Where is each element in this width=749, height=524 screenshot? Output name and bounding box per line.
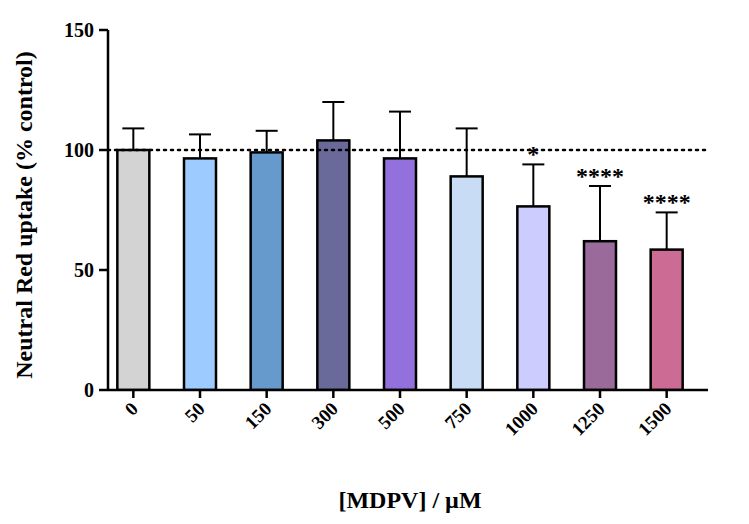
x-tick-label: 1250 — [567, 398, 609, 440]
error-stem — [266, 131, 268, 153]
error-stem — [132, 128, 134, 150]
x-tick — [199, 390, 202, 398]
x-tick-label: 750 — [440, 398, 475, 433]
error-stem — [399, 112, 401, 159]
y-axis — [107, 30, 110, 390]
x-axis-label: [MDPV] / µM — [338, 487, 481, 513]
x-tick-label: 150 — [240, 398, 275, 433]
bar — [117, 150, 149, 390]
y-tick — [99, 149, 108, 152]
error-stem — [532, 164, 534, 206]
bar — [651, 250, 683, 390]
error-bar — [189, 134, 211, 158]
error-bar — [522, 164, 544, 206]
error-bar — [589, 186, 611, 241]
bar — [317, 140, 349, 390]
x-tick-label: 500 — [374, 398, 409, 433]
error-stem — [666, 212, 668, 249]
significance-label: **** — [576, 163, 624, 189]
x-tick — [132, 390, 135, 398]
error-cap — [256, 130, 278, 132]
chart-container: 050100150050150300500750100012501500****… — [0, 0, 749, 524]
x-tick — [399, 390, 402, 398]
y-tick-label: 50 — [74, 259, 94, 281]
error-bar — [656, 212, 678, 249]
error-cap — [322, 101, 344, 103]
error-stem — [466, 128, 468, 176]
x-axis — [108, 389, 708, 392]
error-cap — [456, 127, 478, 129]
x-tick-label: 1000 — [500, 398, 542, 440]
x-tick-label: 0 — [121, 398, 143, 420]
y-tick — [99, 269, 108, 272]
x-tick — [332, 390, 335, 398]
y-tick-label: 0 — [84, 379, 94, 401]
error-bar — [322, 102, 344, 140]
error-bar — [456, 128, 478, 176]
y-tick — [99, 29, 108, 32]
error-cap — [189, 133, 211, 135]
chart-svg: 050100150050150300500750100012501500****… — [0, 0, 749, 524]
significance-label: * — [527, 141, 539, 167]
x-tick — [665, 390, 668, 398]
error-cap — [389, 111, 411, 113]
x-tick — [465, 390, 468, 398]
bar — [251, 152, 283, 390]
bar — [517, 206, 549, 390]
y-tick-label: 150 — [64, 19, 94, 41]
bar — [384, 158, 416, 390]
error-stem — [599, 186, 601, 241]
reference-line — [108, 149, 708, 152]
x-tick — [265, 390, 268, 398]
error-stem — [332, 102, 334, 140]
x-tick-label: 300 — [307, 398, 342, 433]
y-tick-label: 100 — [64, 139, 94, 161]
bar — [451, 176, 483, 390]
bar — [584, 241, 616, 390]
error-bar — [256, 131, 278, 153]
y-tick — [99, 389, 108, 392]
x-tick — [599, 390, 602, 398]
error-cap — [122, 127, 144, 129]
y-axis-label: Neutral Red uptake (% control) — [11, 51, 37, 379]
x-tick-label: 50 — [181, 398, 209, 426]
bar — [184, 158, 216, 390]
plot-area — [108, 102, 708, 390]
error-stem — [199, 134, 201, 158]
x-tick-label: 1500 — [634, 398, 676, 440]
significance-label: **** — [643, 189, 691, 215]
error-bar — [122, 128, 144, 150]
x-tick — [532, 390, 535, 398]
error-bar — [389, 112, 411, 159]
